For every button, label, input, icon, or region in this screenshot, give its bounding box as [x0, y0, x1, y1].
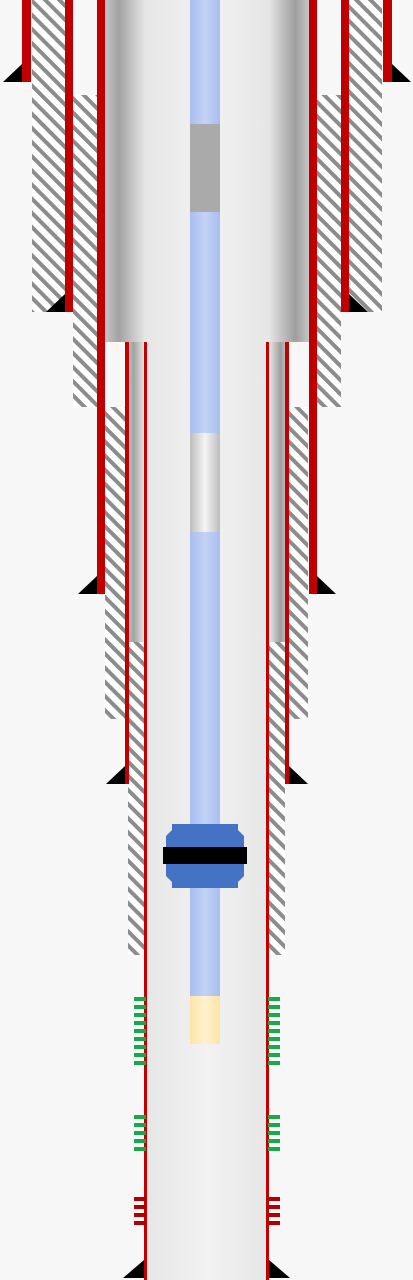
cement-sheaths — [32, 0, 382, 955]
perforation-zone-2-left-shot — [134, 1131, 146, 1135]
liner-hanger-left-wall — [125, 342, 129, 784]
cement-production-left — [105, 407, 126, 719]
cement-liner-left — [128, 640, 144, 955]
bottom-plug — [190, 996, 220, 1044]
perforation-zone-1-right-shot — [268, 997, 280, 1001]
perforation-zone-3-left-shot — [134, 1205, 146, 1209]
perforation-zone-1-right-shot — [268, 1021, 280, 1025]
annulus-right-lower — [269, 342, 287, 642]
liner-hanger-right-wall — [285, 342, 289, 784]
intermediate-casing-shoe-right — [349, 294, 368, 312]
perforation-zone-1-left-shot — [134, 1037, 146, 1041]
packer-seal-band — [163, 847, 247, 864]
perforation-zone-2-left-shot — [134, 1115, 146, 1119]
perforation-zone-1-right-shot — [268, 1045, 280, 1049]
perforation-zone-1-right-shot — [268, 1029, 280, 1033]
cement-liner-right — [269, 640, 285, 955]
liner-hanger-shoe-left — [106, 766, 125, 784]
perforation-zone-3-right-shot — [268, 1205, 280, 1209]
perforation-zone-1-left-shot — [134, 1021, 146, 1025]
cement-surface-left — [32, 0, 66, 312]
perforation-zone-1-right-shot — [268, 1053, 280, 1057]
cement-surface-right — [349, 0, 382, 312]
production-casing-shoe-left — [78, 576, 97, 594]
casing-strings — [22, 0, 392, 1280]
perforation-zone-2-left-shot — [134, 1139, 146, 1143]
tubing-tail — [190, 888, 220, 996]
cement-intermediate-right — [317, 95, 341, 407]
annulus-right-upper — [268, 0, 310, 342]
perforation-zone-3-left-shot — [134, 1197, 146, 1201]
perforation-zone-2-left-shot — [134, 1123, 146, 1127]
intermediate-casing-left-wall — [65, 0, 73, 312]
perforation-zone-1-left-shot — [134, 1005, 146, 1009]
production-liner-left-wall — [144, 342, 147, 1280]
perforation-zone-1-left-shot — [134, 997, 146, 1001]
annulus-left-lower — [127, 342, 145, 642]
production-casing-shoe-right — [317, 576, 336, 594]
perforation-zone-1-left-shot — [134, 1045, 146, 1049]
intermediate-casing-right-wall — [341, 0, 349, 312]
intermediate-casing-shoe-left — [46, 294, 65, 312]
perforation-zone-3-right-shot — [268, 1213, 280, 1217]
perforation-zone-2-right-shot — [268, 1123, 280, 1127]
perforation-zone-3-left-shot — [134, 1213, 146, 1217]
perforations — [134, 997, 280, 1225]
perforation-zone-2-right-shot — [268, 1139, 280, 1143]
perforation-zone-2-left-shot — [134, 1147, 146, 1151]
production-liner-shoe-right — [269, 1260, 290, 1278]
perforation-zone-2-right-shot — [268, 1115, 280, 1119]
tubing-joint-middle — [190, 212, 220, 433]
tubing-joint-upper — [190, 0, 220, 124]
perforation-zone-2-right-shot — [268, 1147, 280, 1151]
perforation-zone-1-right-shot — [268, 1013, 280, 1017]
perforation-zone-1-left-shot — [134, 1061, 146, 1065]
tubing-sub-gray — [190, 124, 220, 212]
perforation-zone-1-right-shot — [268, 1005, 280, 1009]
tubing-joint-lower — [190, 532, 220, 824]
surface-casing-left-wall — [22, 0, 31, 82]
production-liner-shoe-left — [123, 1260, 144, 1278]
surface-casing-right-wall — [383, 0, 392, 82]
perforation-zone-3-left-shot — [134, 1221, 146, 1225]
production-liner-right-wall — [266, 342, 269, 1280]
casing-shoes — [3, 64, 411, 1278]
perforation-zone-3-right-shot — [268, 1197, 280, 1201]
cement-production-right — [288, 407, 308, 719]
perforation-zone-1-left-shot — [134, 1029, 146, 1033]
perforation-zone-2-right-shot — [268, 1131, 280, 1135]
perforation-zone-1-left-shot — [134, 1013, 146, 1017]
perforation-zone-1-right-shot — [268, 1061, 280, 1065]
perforation-zone-1-left-shot — [134, 1053, 146, 1057]
tubing-string — [190, 0, 220, 1044]
production-casing-right-wall — [309, 0, 317, 594]
cement-intermediate-left — [73, 95, 97, 407]
perforation-zone-1-right-shot — [268, 1037, 280, 1041]
perforation-zone-3-right-shot — [268, 1221, 280, 1225]
surface-casing-shoe-left — [3, 64, 22, 82]
tubing-sub-silver — [190, 433, 220, 532]
annulus-left-upper — [104, 0, 146, 342]
packer — [163, 824, 247, 888]
surface-casing-shoe-right — [392, 64, 411, 82]
liner-hanger-shoe-right — [289, 766, 308, 784]
production-casing-left-wall — [97, 0, 105, 594]
